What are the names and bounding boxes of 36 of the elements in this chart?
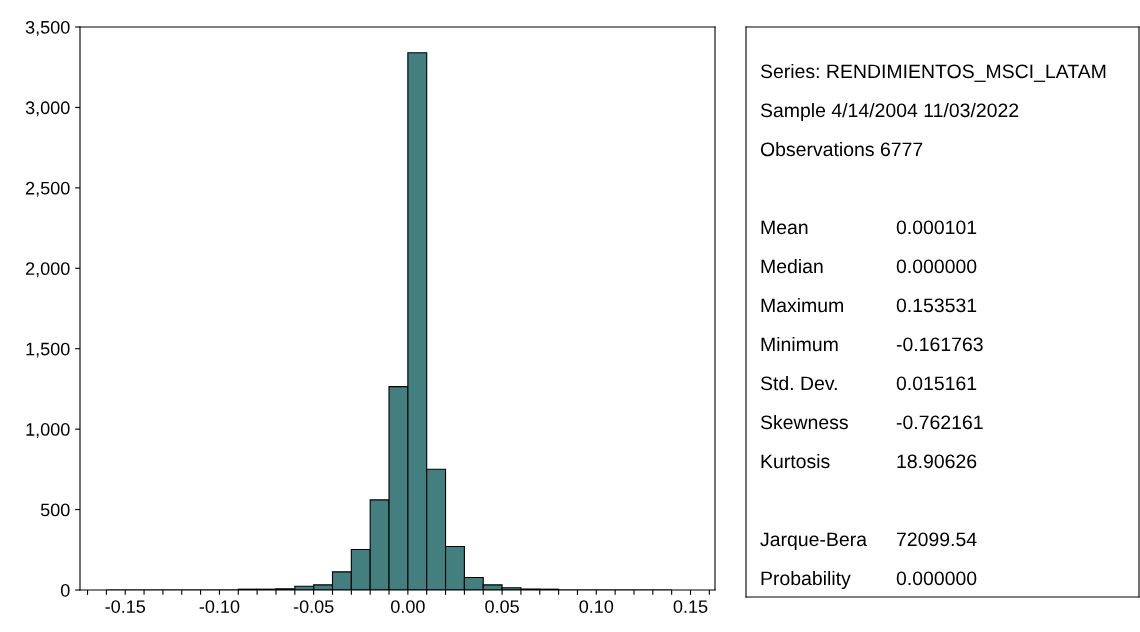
y-tick-label: 0	[60, 583, 70, 597]
text: Observations 6777	[760, 141, 923, 157]
text: -0.161763	[896, 337, 983, 352]
text: 0.153531	[896, 298, 977, 313]
y-tick-label: 2,000	[26, 262, 70, 278]
text: Maximum	[761, 297, 843, 313]
y-tick-label: 3,000	[25, 101, 70, 117]
text: Median	[761, 258, 823, 274]
text: Probability	[761, 570, 851, 590]
text: 72099.54	[897, 532, 977, 547]
x-tick-label: -0.05	[293, 600, 334, 613]
text: Sample 4/14/2004 11/03/2022	[760, 102, 1019, 122]
x-tick-label: 0.05	[485, 600, 519, 613]
y-tick-label: 1,500	[26, 342, 70, 358]
x-tick-label: -0.15	[105, 600, 146, 613]
y-tick-label: 1,000	[26, 423, 70, 438]
y-tick-label: 2,500	[26, 181, 70, 197]
x-tick-label: 0.00	[391, 600, 425, 613]
x-tick-label: 0.10	[579, 600, 614, 613]
y-tick-label: 500	[40, 503, 70, 517]
text: Series: RENDIMIENTOS_MSCI_LATAM	[760, 63, 1106, 82]
text: Mean	[761, 220, 808, 235]
text: 0.000101	[896, 220, 977, 235]
text: Skewness	[760, 414, 848, 430]
y-tick-label: 3,500	[25, 20, 70, 36]
text: 0.000000	[896, 259, 977, 274]
text: 18.90626	[897, 454, 977, 469]
text: Jarque-Bera	[760, 532, 867, 551]
text: Std. Dev.	[760, 375, 837, 391]
text: 0.000000	[896, 571, 977, 586]
text: 0.015161	[896, 376, 977, 391]
x-tick-label: 0.15	[673, 600, 708, 613]
text: -0.762161	[896, 415, 983, 430]
x-tick-label: -0.10	[199, 600, 240, 613]
text: Minimum	[761, 336, 838, 352]
text: Kurtosis	[761, 453, 830, 469]
